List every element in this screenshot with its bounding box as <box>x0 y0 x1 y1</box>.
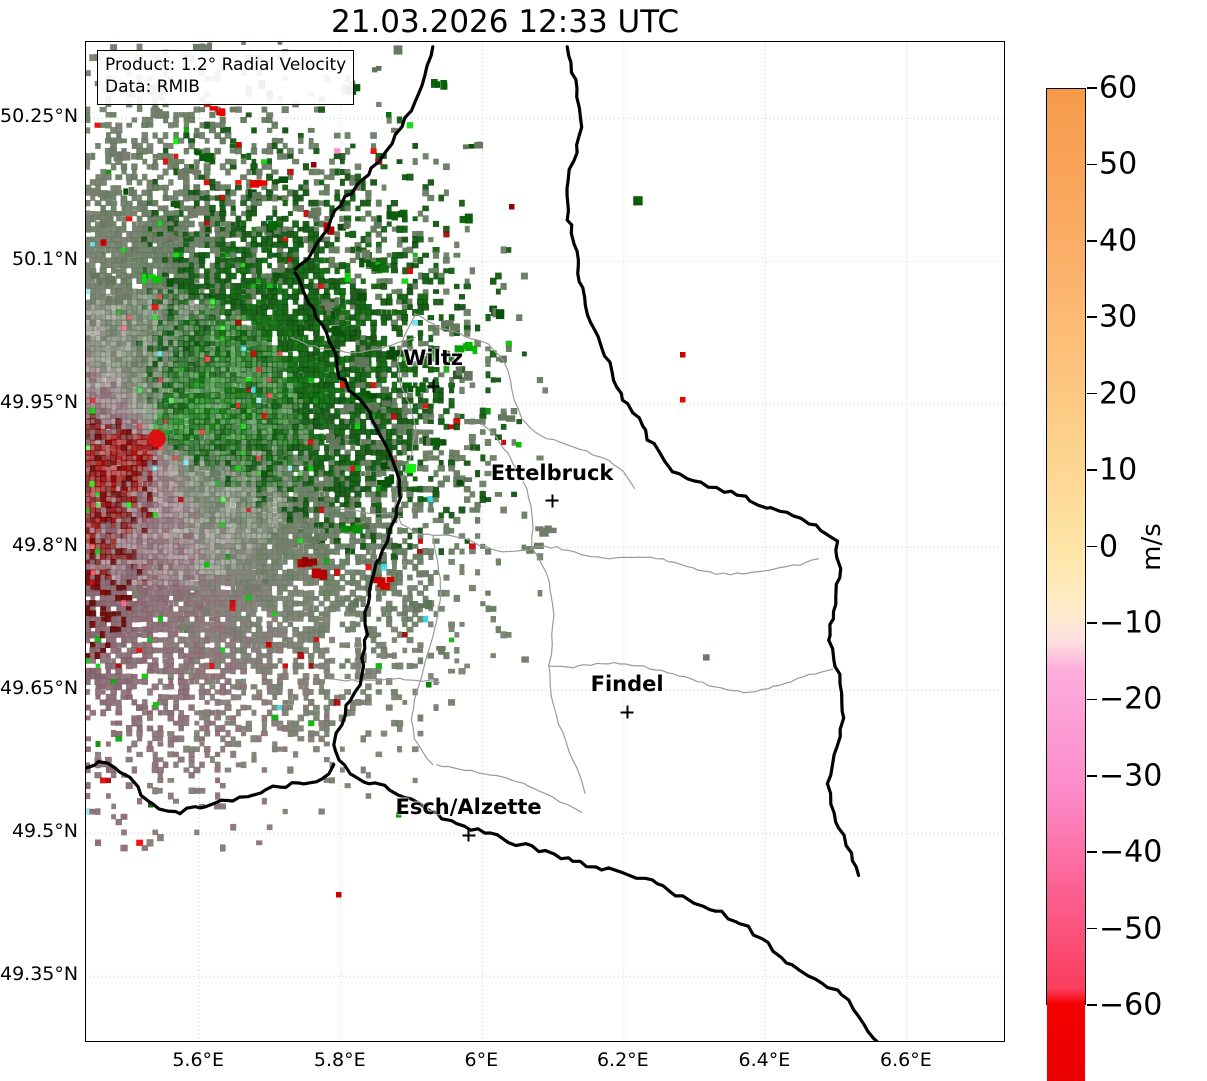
colorbar <box>1046 88 1086 1081</box>
city-label: Findel <box>590 672 664 697</box>
city-cross-icon <box>545 494 559 507</box>
colorbar-tick <box>1087 316 1097 319</box>
x-tick-label: 6°E <box>464 1049 499 1071</box>
colorbar-tick <box>1087 545 1097 548</box>
colorbar-tick <box>1087 1004 1097 1006</box>
colorbar-tick-label: 30 <box>1099 299 1138 335</box>
colorbar-tick-label: 10 <box>1099 452 1138 488</box>
colorbar-tick-label: −50 <box>1099 911 1163 947</box>
colorbar-tick <box>1087 87 1097 89</box>
colorbar-tick-label: 20 <box>1099 376 1138 412</box>
colorbar-tick <box>1087 698 1097 701</box>
colorbar-gradient <box>1047 89 1085 1081</box>
colorbar-tick <box>1087 469 1097 471</box>
y-tick-label: 49.8°N <box>11 534 78 557</box>
colorbar-tick <box>1087 927 1097 930</box>
colorbar-tick-label: 60 <box>1099 70 1138 106</box>
colorbar-tick-label: −10 <box>1099 605 1163 641</box>
colorbar-tick-label: −40 <box>1099 834 1163 870</box>
radar-echo-layer <box>86 42 710 898</box>
colorbar-tick <box>1087 163 1097 166</box>
data-source-line: Data: RMIB <box>105 76 200 97</box>
city-label: Wiltz <box>403 346 464 371</box>
x-tick-label: 5.6°E <box>172 1049 225 1071</box>
district-border-layer <box>290 312 834 813</box>
x-tick-label: 6.4°E <box>738 1049 791 1071</box>
page-title: 21.03.2026 12:33 UTC <box>331 4 679 40</box>
x-tick-label: 5.8°E <box>313 1049 366 1071</box>
city-cross-icon <box>426 379 440 393</box>
colorbar-tick-label: 0 <box>1099 529 1119 564</box>
city-cross-icon <box>620 705 634 719</box>
colorbar-tick <box>1087 622 1097 624</box>
radar-site-layer <box>147 429 166 448</box>
y-tick-label: 49.65°N <box>0 677 79 700</box>
colorbar-tick <box>1087 392 1097 395</box>
x-tick-label: 6.6°E <box>880 1049 932 1071</box>
radar-map-plot[interactable] <box>85 41 1005 1042</box>
colorbar-tick <box>1087 774 1097 777</box>
x-tick-label: 6.2°E <box>596 1049 649 1071</box>
colorbar-tick-label: −20 <box>1099 681 1163 717</box>
national-border-layer <box>86 45 879 1041</box>
gridlines-layer <box>86 42 1004 1041</box>
colorbar-tick-label: −30 <box>1099 758 1163 794</box>
city-cross-icon <box>462 828 476 842</box>
colorbar-axis-label: m/s <box>1137 523 1167 571</box>
city-label: Esch/Alzette <box>395 795 542 820</box>
y-tick-label: 49.95°N <box>0 391 79 414</box>
product-info-box: Product: 1.2° Radial Velocity Data: RMIB <box>97 50 355 105</box>
y-tick-label: 50.1°N <box>11 248 78 271</box>
product-line: Product: 1.2° Radial Velocity <box>105 55 347 75</box>
y-tick-label: 49.35°N <box>0 963 79 986</box>
city-label: Ettelbruck <box>490 460 614 485</box>
colorbar-tick-label: −60 <box>1099 987 1163 1023</box>
colorbar-tick-label: 40 <box>1099 223 1138 259</box>
colorbar-tick <box>1087 240 1097 242</box>
colorbar-tick-label: 50 <box>1099 146 1138 182</box>
colorbar-tick <box>1087 851 1097 853</box>
y-tick-label: 50.25°N <box>0 105 79 128</box>
y-tick-label: 49.5°N <box>11 820 78 843</box>
